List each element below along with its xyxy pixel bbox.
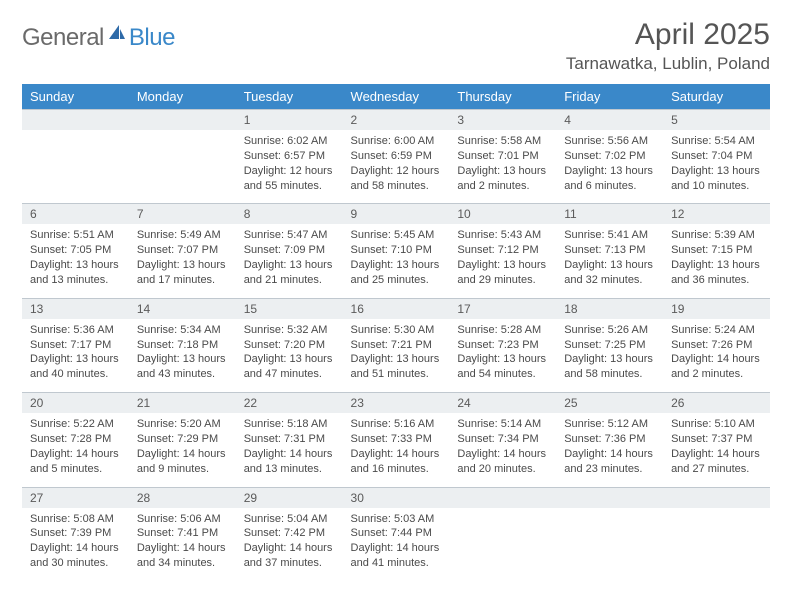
day-number xyxy=(129,110,236,131)
day-number: 5 xyxy=(663,110,770,131)
day-details xyxy=(556,508,663,581)
details-row: Sunrise: 5:22 AMSunset: 7:28 PMDaylight:… xyxy=(22,413,770,487)
day-details: Sunrise: 5:20 AMSunset: 7:29 PMDaylight:… xyxy=(129,413,236,487)
day-details: Sunrise: 5:26 AMSunset: 7:25 PMDaylight:… xyxy=(556,319,663,393)
day-header: Tuesday xyxy=(236,84,343,110)
day-details: Sunrise: 5:54 AMSunset: 7:04 PMDaylight:… xyxy=(663,130,770,204)
day-number: 18 xyxy=(556,298,663,319)
day-number: 4 xyxy=(556,110,663,131)
day-details: Sunrise: 5:12 AMSunset: 7:36 PMDaylight:… xyxy=(556,413,663,487)
day-number: 8 xyxy=(236,204,343,225)
day-number: 29 xyxy=(236,487,343,508)
day-number: 14 xyxy=(129,298,236,319)
day-number: 19 xyxy=(663,298,770,319)
day-number: 6 xyxy=(22,204,129,225)
title-block: April 2025 Tarnawatka, Lublin, Poland xyxy=(566,18,770,74)
day-header: Monday xyxy=(129,84,236,110)
day-number: 23 xyxy=(343,393,450,414)
day-number: 7 xyxy=(129,204,236,225)
day-details: Sunrise: 5:43 AMSunset: 7:12 PMDaylight:… xyxy=(449,224,556,298)
day-header: Sunday xyxy=(22,84,129,110)
daynum-row: 27282930 xyxy=(22,487,770,508)
logo-text-blue: Blue xyxy=(129,24,175,52)
day-number: 27 xyxy=(22,487,129,508)
day-details xyxy=(449,508,556,581)
daynum-row: 6789101112 xyxy=(22,204,770,225)
day-number: 17 xyxy=(449,298,556,319)
day-header: Thursday xyxy=(449,84,556,110)
day-details: Sunrise: 5:41 AMSunset: 7:13 PMDaylight:… xyxy=(556,224,663,298)
day-details: Sunrise: 5:34 AMSunset: 7:18 PMDaylight:… xyxy=(129,319,236,393)
day-number xyxy=(556,487,663,508)
logo-text-general: General xyxy=(22,24,104,52)
day-details: Sunrise: 5:32 AMSunset: 7:20 PMDaylight:… xyxy=(236,319,343,393)
daynum-row: 13141516171819 xyxy=(22,298,770,319)
day-details: Sunrise: 5:24 AMSunset: 7:26 PMDaylight:… xyxy=(663,319,770,393)
day-number: 24 xyxy=(449,393,556,414)
day-number: 1 xyxy=(236,110,343,131)
day-number: 15 xyxy=(236,298,343,319)
day-number xyxy=(22,110,129,131)
day-header: Friday xyxy=(556,84,663,110)
day-details: Sunrise: 5:28 AMSunset: 7:23 PMDaylight:… xyxy=(449,319,556,393)
logo-sail-icon xyxy=(107,23,127,46)
day-number: 11 xyxy=(556,204,663,225)
calendar-table: Sunday Monday Tuesday Wednesday Thursday… xyxy=(22,84,770,581)
day-number: 10 xyxy=(449,204,556,225)
day-number: 16 xyxy=(343,298,450,319)
day-details xyxy=(22,130,129,204)
page-title: April 2025 xyxy=(566,18,770,52)
day-details: Sunrise: 5:36 AMSunset: 7:17 PMDaylight:… xyxy=(22,319,129,393)
day-details: Sunrise: 5:18 AMSunset: 7:31 PMDaylight:… xyxy=(236,413,343,487)
day-number: 22 xyxy=(236,393,343,414)
details-row: Sunrise: 5:08 AMSunset: 7:39 PMDaylight:… xyxy=(22,508,770,581)
day-details: Sunrise: 5:14 AMSunset: 7:34 PMDaylight:… xyxy=(449,413,556,487)
day-details: Sunrise: 5:03 AMSunset: 7:44 PMDaylight:… xyxy=(343,508,450,581)
day-header: Wednesday xyxy=(343,84,450,110)
day-number xyxy=(449,487,556,508)
day-details: Sunrise: 5:39 AMSunset: 7:15 PMDaylight:… xyxy=(663,224,770,298)
day-details: Sunrise: 5:06 AMSunset: 7:41 PMDaylight:… xyxy=(129,508,236,581)
day-number: 26 xyxy=(663,393,770,414)
daynum-row: 20212223242526 xyxy=(22,393,770,414)
day-details: Sunrise: 5:04 AMSunset: 7:42 PMDaylight:… xyxy=(236,508,343,581)
day-number: 30 xyxy=(343,487,450,508)
day-details: Sunrise: 5:30 AMSunset: 7:21 PMDaylight:… xyxy=(343,319,450,393)
details-row: Sunrise: 5:36 AMSunset: 7:17 PMDaylight:… xyxy=(22,319,770,393)
day-details: Sunrise: 5:51 AMSunset: 7:05 PMDaylight:… xyxy=(22,224,129,298)
day-header-row: Sunday Monday Tuesday Wednesday Thursday… xyxy=(22,84,770,110)
day-details: Sunrise: 5:08 AMSunset: 7:39 PMDaylight:… xyxy=(22,508,129,581)
header: General Blue April 2025 Tarnawatka, Lubl… xyxy=(22,18,770,74)
logo: General Blue xyxy=(22,18,175,52)
day-number: 9 xyxy=(343,204,450,225)
day-number: 21 xyxy=(129,393,236,414)
day-number xyxy=(663,487,770,508)
day-number: 13 xyxy=(22,298,129,319)
day-number: 20 xyxy=(22,393,129,414)
day-details: Sunrise: 5:22 AMSunset: 7:28 PMDaylight:… xyxy=(22,413,129,487)
day-details: Sunrise: 5:10 AMSunset: 7:37 PMDaylight:… xyxy=(663,413,770,487)
day-number: 25 xyxy=(556,393,663,414)
day-number: 28 xyxy=(129,487,236,508)
day-details: Sunrise: 5:47 AMSunset: 7:09 PMDaylight:… xyxy=(236,224,343,298)
day-header: Saturday xyxy=(663,84,770,110)
day-details: Sunrise: 5:49 AMSunset: 7:07 PMDaylight:… xyxy=(129,224,236,298)
day-details xyxy=(129,130,236,204)
day-details: Sunrise: 5:16 AMSunset: 7:33 PMDaylight:… xyxy=(343,413,450,487)
day-details: Sunrise: 6:02 AMSunset: 6:57 PMDaylight:… xyxy=(236,130,343,204)
day-number: 3 xyxy=(449,110,556,131)
day-details xyxy=(663,508,770,581)
day-number: 2 xyxy=(343,110,450,131)
details-row: Sunrise: 5:51 AMSunset: 7:05 PMDaylight:… xyxy=(22,224,770,298)
day-details: Sunrise: 5:58 AMSunset: 7:01 PMDaylight:… xyxy=(449,130,556,204)
day-details: Sunrise: 5:56 AMSunset: 7:02 PMDaylight:… xyxy=(556,130,663,204)
daynum-row: 12345 xyxy=(22,110,770,131)
location-subtitle: Tarnawatka, Lublin, Poland xyxy=(566,54,770,74)
day-number: 12 xyxy=(663,204,770,225)
details-row: Sunrise: 6:02 AMSunset: 6:57 PMDaylight:… xyxy=(22,130,770,204)
day-details: Sunrise: 5:45 AMSunset: 7:10 PMDaylight:… xyxy=(343,224,450,298)
day-details: Sunrise: 6:00 AMSunset: 6:59 PMDaylight:… xyxy=(343,130,450,204)
